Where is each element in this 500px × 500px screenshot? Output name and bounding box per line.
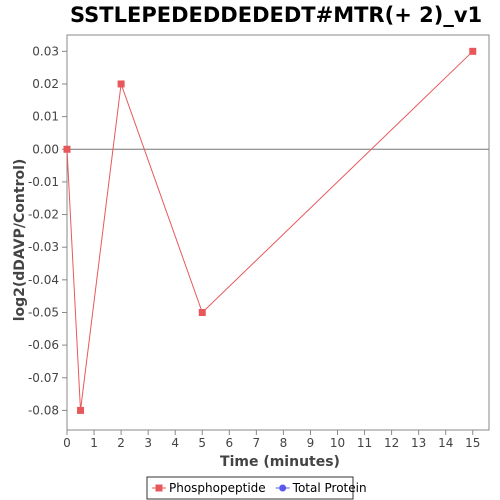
- y-tick-label: 0.02: [32, 77, 59, 91]
- data-point: [77, 406, 85, 414]
- data-point: [117, 80, 125, 88]
- data-point: [63, 145, 71, 153]
- x-tick-label: 14: [438, 436, 453, 450]
- x-tick-label: 10: [330, 436, 345, 450]
- x-tick-label: 3: [144, 436, 152, 450]
- x-tick-label: 6: [225, 436, 233, 450]
- chart-title: SSTLEPEDEDDEDEDT#MTR(+ 2)_v1: [70, 3, 482, 27]
- y-tick-label: -0.08: [28, 403, 59, 417]
- x-axis: 0 1 2 3 4 5 6 7 8 9 10 11 12 13 14 15: [63, 430, 480, 450]
- x-tick-label: 9: [307, 436, 315, 450]
- x-tick-label: 5: [198, 436, 206, 450]
- x-tick-label: 4: [171, 436, 179, 450]
- x-tick-label: 2: [117, 436, 125, 450]
- x-tick-label: 12: [384, 436, 399, 450]
- y-tick-label: -0.01: [28, 175, 59, 189]
- x-tick-label: 1: [90, 436, 98, 450]
- y-tick-label: 0.01: [32, 110, 59, 124]
- y-tick-label: 0.03: [32, 44, 59, 58]
- y-axis-label: log2(dDAVP/Control): [12, 159, 28, 322]
- y-tick-label: -0.04: [28, 273, 59, 287]
- x-tick-label: 13: [411, 436, 426, 450]
- x-tick-label: 11: [357, 436, 372, 450]
- y-tick-label: -0.03: [28, 240, 59, 254]
- y-tick-label: -0.02: [28, 208, 59, 222]
- y-tick-label: -0.06: [28, 338, 59, 352]
- y-tick-label: -0.07: [28, 371, 59, 385]
- legend: Phosphopeptide Total Protein: [146, 476, 367, 500]
- legend-label: Total Protein: [292, 481, 367, 495]
- y-tick-label: 0.00: [32, 142, 59, 156]
- legend-marker-circle: [279, 484, 287, 492]
- x-tick-label: 8: [280, 436, 288, 450]
- plot-frame: [66, 34, 490, 431]
- x-tick-label: 0: [63, 436, 71, 450]
- y-axis: 0.03 0.02 0.01 0.00 -0.01 -0.02 -0.03 -0.04 -0.0…: [28, 44, 67, 417]
- x-tick-label: 15: [465, 436, 480, 450]
- series-layer: [63, 47, 477, 414]
- x-tick-label: 7: [253, 436, 261, 450]
- data-point: [469, 47, 477, 55]
- legend-marker-square: [155, 484, 163, 492]
- y-tick-label: -0.05: [28, 305, 59, 319]
- legend-box: [146, 476, 354, 500]
- plot-area: [66, 34, 490, 431]
- data-point: [198, 308, 206, 316]
- x-axis-label: Time (minutes): [220, 454, 340, 470]
- legend-label: Phosphopeptide: [169, 481, 266, 495]
